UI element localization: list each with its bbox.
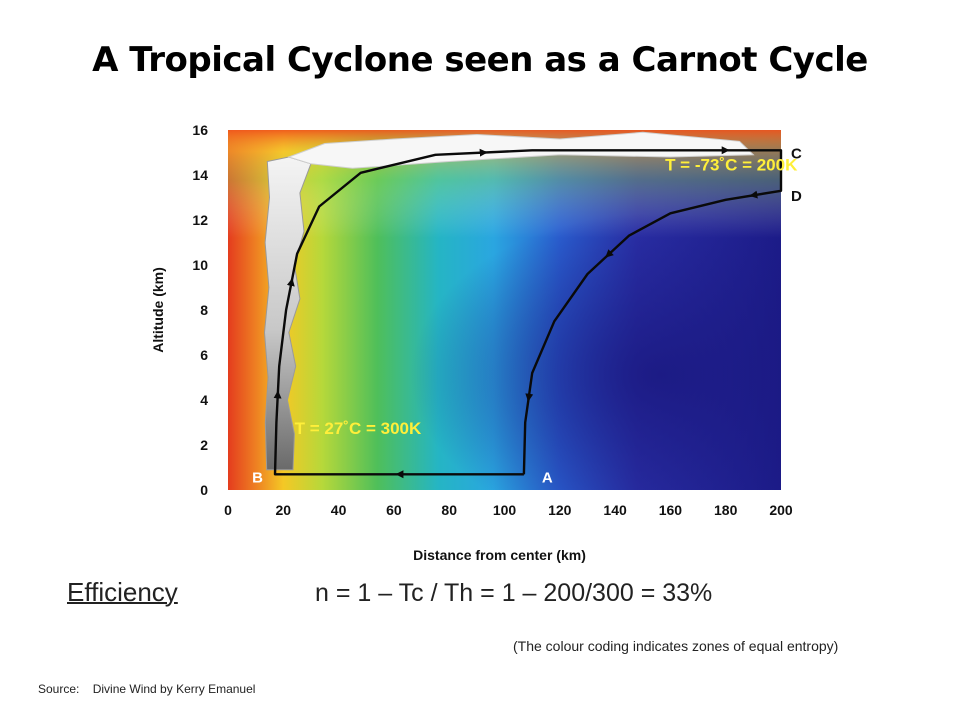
y-tick-label: 16 bbox=[192, 122, 208, 138]
source-label: Source: bbox=[38, 682, 80, 696]
x-tick-label: 20 bbox=[276, 502, 292, 518]
point-label-b: B bbox=[252, 469, 263, 486]
y-tick-label: 6 bbox=[200, 347, 208, 363]
x-tick-label: 140 bbox=[603, 502, 627, 518]
cycle-arrow bbox=[286, 277, 295, 287]
x-tick-label: 0 bbox=[224, 502, 232, 518]
carnot-cycle bbox=[273, 146, 783, 479]
point-label-a: A bbox=[542, 469, 553, 486]
x-tick-label: 180 bbox=[714, 502, 738, 518]
point-label-c: C bbox=[791, 145, 802, 162]
efficiency-formula: n = 1 – Tc / Th = 1 – 200/300 = 33% bbox=[315, 579, 713, 607]
y-axis-title: Altitude (km) bbox=[150, 267, 166, 353]
x-tick-label: 160 bbox=[659, 502, 683, 518]
x-tick-label: 80 bbox=[441, 502, 457, 518]
y-axis: 0 2 4 6 8 10 12 14 16 bbox=[192, 122, 208, 498]
source-line: Source: Divine Wind by Kerry Emanuel bbox=[38, 682, 255, 696]
x-tick-label: 120 bbox=[548, 502, 572, 518]
y-tick-label: 8 bbox=[200, 302, 208, 318]
y-tick-label: 14 bbox=[192, 167, 208, 183]
temperature-annotation: T = -73˚C = 200K bbox=[665, 156, 798, 175]
point-label-d: D bbox=[791, 188, 802, 205]
y-tick-label: 10 bbox=[192, 257, 208, 273]
cycle-arrow bbox=[525, 393, 534, 402]
x-axis-title: Distance from center (km) bbox=[413, 547, 586, 563]
x-tick-label: 60 bbox=[386, 502, 402, 518]
cycle-arrow bbox=[605, 249, 614, 258]
y-tick-label: 0 bbox=[200, 482, 208, 498]
slide-title: A Tropical Cyclone seen as a Carnot Cycl… bbox=[92, 40, 868, 80]
low-entropy-zone bbox=[228, 130, 781, 490]
y-tick-label: 4 bbox=[200, 392, 208, 408]
cycle-path bbox=[273, 149, 783, 476]
cycle-arrow bbox=[749, 190, 758, 199]
x-tick-label: 100 bbox=[493, 502, 517, 518]
y-tick-label: 12 bbox=[192, 212, 208, 228]
plot-area bbox=[228, 130, 783, 490]
colour-note: (The colour coding indicates zones of eq… bbox=[513, 638, 839, 654]
y-tick-label: 2 bbox=[200, 437, 208, 453]
efficiency-label: Efficiency bbox=[67, 577, 178, 607]
source-text: Divine Wind by Kerry Emanuel bbox=[92, 682, 256, 696]
temperature-annotation: T = 27˚C = 300K bbox=[295, 419, 422, 438]
x-axis: 0 20 40 60 80 100 120 140 160 180 200 bbox=[224, 502, 793, 518]
x-tick-label: 40 bbox=[331, 502, 347, 518]
x-tick-label: 200 bbox=[769, 502, 793, 518]
